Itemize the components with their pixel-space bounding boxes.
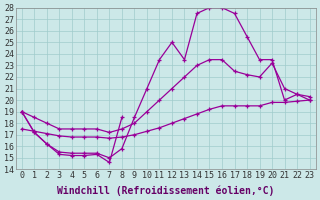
X-axis label: Windchill (Refroidissement éolien,°C): Windchill (Refroidissement éolien,°C) [57,185,274,196]
